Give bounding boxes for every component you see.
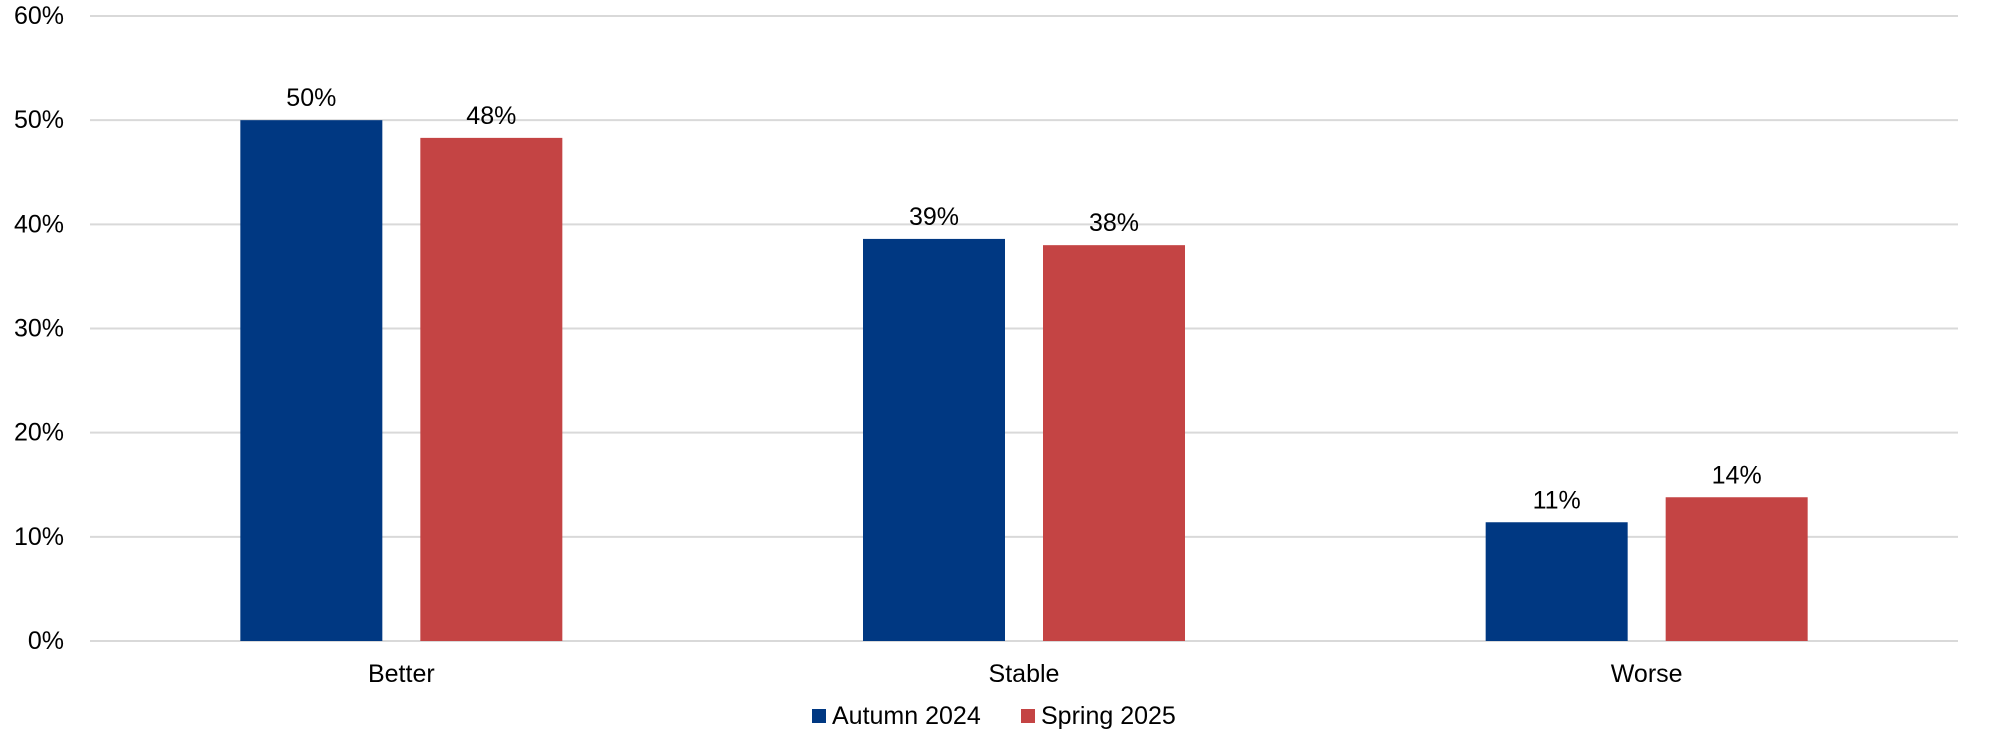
bar-stable-autumn-2024 [863,238,1005,641]
x-axis-category-labels: Better Stable Worse [368,660,1683,688]
legend-label: Spring 2025 [1041,702,1176,730]
x-category-label: Better [368,660,435,688]
data-label: 14% [1712,461,1762,489]
data-label: 38% [1089,209,1139,237]
y-tick-label: 50% [14,106,64,134]
y-tick-label: 60% [14,2,64,30]
y-tick-label: 30% [14,315,64,343]
legend-swatch [1021,709,1035,723]
legend-label: Autumn 2024 [832,702,981,730]
legend[interactable]: Autumn 2024 Spring 2025 [812,702,1176,730]
y-tick-label: 0% [28,627,64,655]
bar-better-spring-2025 [420,137,563,641]
x-category-label: Stable [989,660,1060,688]
legend-item-autumn-2024[interactable]: Autumn 2024 [812,702,981,730]
bar-worse-spring-2025 [1665,497,1808,641]
legend-item-spring-2025[interactable]: Spring 2025 [1021,702,1176,730]
gridlines [90,15,1958,642]
y-tick-label: 40% [14,210,64,238]
y-tick-label: 10% [14,523,64,551]
data-label: 48% [466,102,516,130]
y-tick-label: 20% [14,419,64,447]
data-labels: 50% 48% 39% 38% 11% 14% [286,84,1761,514]
legend-swatch [812,709,826,723]
data-label: 11% [1533,486,1581,514]
bars [240,120,1808,641]
bar-better-autumn-2024 [240,120,383,641]
x-category-label: Worse [1611,660,1683,688]
bar-stable-spring-2025 [1043,245,1185,641]
data-label: 39% [909,203,959,231]
y-axis-tick-labels: 0% 10% 20% 30% 40% 50% 60% [14,2,64,655]
bar-worse-autumn-2024 [1485,522,1628,641]
data-label: 50% [286,84,336,112]
